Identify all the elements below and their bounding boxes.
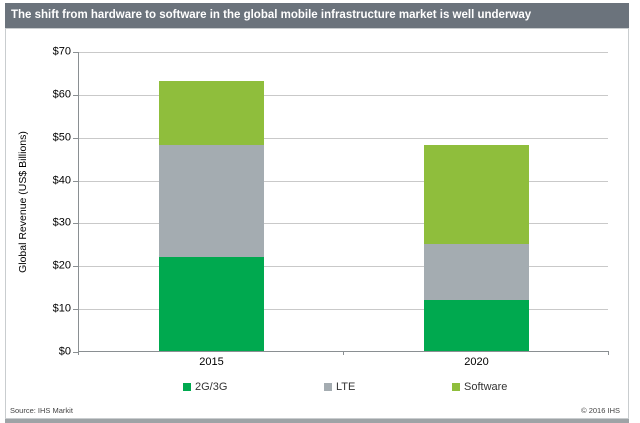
y-tick-label: $70 (52, 45, 71, 58)
y-tick-label: $30 (52, 216, 71, 229)
legend-label-lte: LTE (336, 381, 356, 393)
y-tick-mark (73, 266, 78, 268)
y-tick-mark (73, 223, 78, 225)
source-label: Source: IHS Markit (10, 406, 73, 415)
chart-title-bar: The shift from hardware to software in t… (5, 3, 629, 28)
legend-label-2g-3g: 2G/3G (195, 381, 228, 393)
y-tick-label: $10 (52, 302, 71, 315)
legend-item-software: Software (452, 381, 507, 393)
y-axis-title: Global Revenue (US$ Billions) (17, 131, 29, 273)
x-tick-mark (343, 351, 344, 355)
chart-title: The shift from hardware to software in t… (11, 9, 532, 21)
y-tick-mark (73, 180, 78, 182)
legend-label-software: Software (464, 381, 508, 393)
legend-swatch-lte (324, 383, 332, 391)
gridline (79, 309, 608, 311)
y-tick-label: $60 (52, 88, 71, 101)
chart-container: Global Revenue (US$ Billions) $0 $10 $20 $3… (5, 28, 629, 419)
copyright-label: © 2016 IHS (581, 406, 620, 415)
bar-segment-2020-software (424, 145, 529, 244)
y-tick-mark (73, 137, 78, 139)
bar-segment-2015-software (159, 81, 264, 146)
bar-segment-2015-2g-3g (159, 256, 264, 351)
plot-area: $0 $10 $20 $30 $40 $50 $60 $70 2015 2020 (53, 45, 609, 368)
gridline (79, 266, 608, 268)
gridline (79, 137, 608, 139)
y-tick-mark (73, 309, 78, 311)
legend-swatch-2g-3g (183, 383, 191, 391)
bar-segment-2020-lte (424, 243, 529, 300)
y-tick-label: $40 (52, 173, 71, 186)
y-tick-label: $20 (52, 259, 71, 272)
gridline (79, 94, 608, 96)
bar-segment-2015-lte (159, 145, 264, 257)
y-tick-mark (73, 52, 78, 53)
y-tick-mark (73, 94, 78, 96)
x-tick-label-2015: 2015 (199, 356, 224, 368)
legend-item-lte: LTE (324, 381, 355, 393)
x-tick-mark (608, 351, 609, 355)
y-tick-label: $0 (58, 345, 71, 358)
y-tick-label: $50 (52, 131, 71, 144)
gridline (79, 52, 608, 53)
y-tick-mark (73, 352, 78, 353)
gridline (79, 223, 608, 225)
x-tick-label-2020: 2020 (464, 356, 489, 368)
legend-swatch-software (452, 383, 460, 391)
bottom-strip (5, 419, 629, 423)
gridline (79, 180, 608, 182)
bar-segment-2020-2g-3g (424, 299, 529, 351)
chart-footer: Source: IHS Markit © 2016 IHS (6, 406, 628, 415)
legend-item-2g-3g: 2G/3G (183, 381, 227, 393)
legend: 2G/3G LTE Software (6, 381, 628, 397)
x-tick-mark (78, 351, 79, 355)
